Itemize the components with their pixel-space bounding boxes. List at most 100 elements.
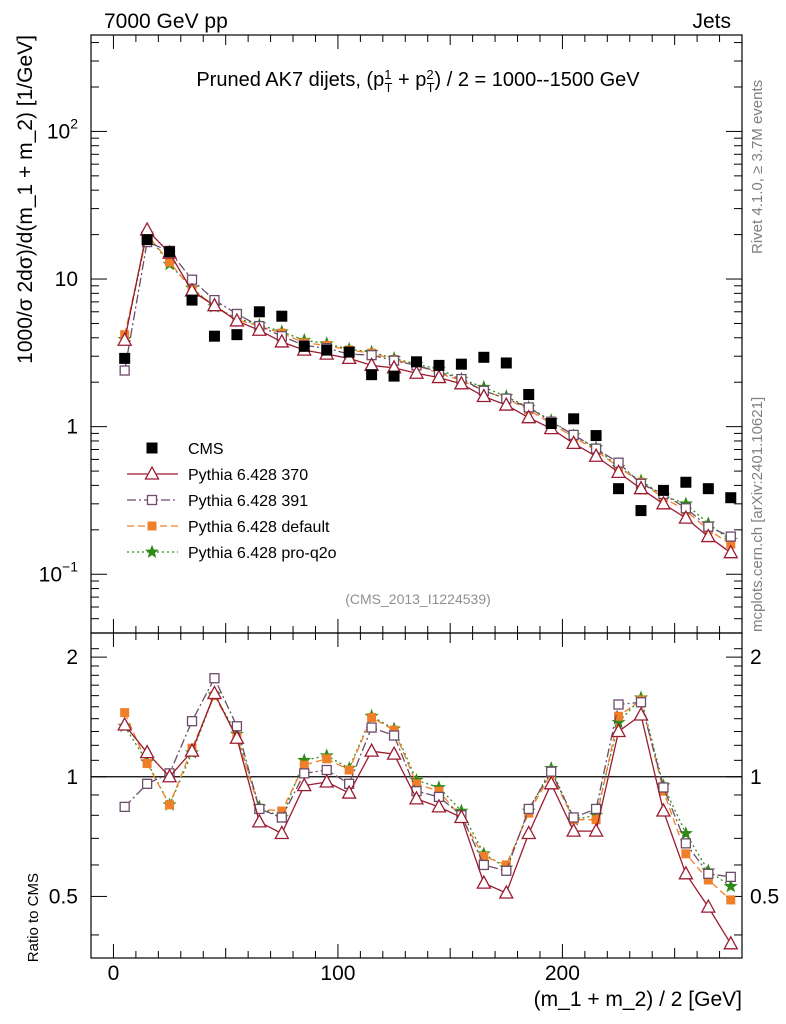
- cms-data-point: [613, 483, 625, 495]
- cms-data-point: [119, 352, 131, 364]
- data-point-1: [588, 447, 604, 462]
- data-point-1: [655, 495, 672, 510]
- rivet-version-label: Rivet 4.1.0, ≥ 3.7M events: [749, 80, 766, 254]
- data-point-3: [165, 257, 175, 267]
- ratio-point-1: [613, 699, 624, 710]
- data-point-1: [229, 312, 245, 327]
- cms-data-point: [590, 430, 602, 442]
- legend-label: Pythia 6.428 391: [188, 493, 308, 510]
- cms-data-point: [343, 346, 355, 358]
- ratio-line-3: [124, 693, 732, 887]
- data-point-1: [678, 509, 694, 524]
- mcplots-label: mcplots.cern.ch [arXiv:2401.10621]: [749, 397, 766, 632]
- cms-data-point: [208, 330, 220, 342]
- title-part-2: + p: [392, 69, 426, 91]
- cms-data-point: [411, 356, 422, 368]
- cms-data-point: [523, 389, 535, 401]
- ratio-point-0: [633, 706, 649, 721]
- y-tick-label: 10: [55, 268, 78, 291]
- ratio-point-2: [165, 800, 175, 810]
- ratio-point-0: [251, 813, 267, 828]
- cms-data-point: [478, 351, 490, 363]
- cms-data-point: [433, 359, 445, 371]
- ratio-point-0: [117, 716, 133, 731]
- title-sub-1: T: [384, 80, 392, 95]
- data-point-1: [431, 369, 447, 384]
- header-collision-label: 7000 GeV pp: [104, 10, 228, 33]
- ratio-point-0: [610, 723, 627, 738]
- cms-data-point: [231, 329, 243, 341]
- ratio-point-1: [680, 838, 692, 849]
- ratio-point-0: [700, 898, 716, 913]
- ratio-point-0: [723, 935, 739, 950]
- cms-data-point: [141, 234, 153, 246]
- cms-data-point: [388, 370, 400, 382]
- ratio-point-1: [546, 766, 557, 777]
- header-process-label: Jets: [692, 10, 731, 33]
- cms-data-point: [680, 476, 692, 488]
- title-sub-2: T: [427, 80, 435, 95]
- x-tick-label: 0: [108, 962, 120, 985]
- ratio-point-1: [209, 673, 220, 684]
- ratio-point-0: [206, 685, 223, 700]
- x-axis-label: (m_1 + m_2) / 2 [GeV]: [534, 988, 742, 1011]
- ratio-point-1: [388, 730, 400, 741]
- cms-data-point: [702, 483, 714, 495]
- ratio-point-0: [543, 775, 559, 790]
- y-tick-label: 1: [66, 416, 78, 439]
- x-tick-label: 200: [545, 962, 580, 985]
- ratio-tick-label: 1: [750, 766, 762, 789]
- ratio-point-2: [367, 712, 377, 722]
- ratio-point-1: [568, 812, 579, 823]
- data-point-1: [274, 333, 290, 348]
- cms-data-point: [366, 369, 378, 381]
- ratio-point-1: [725, 871, 736, 883]
- ratio-line-1: [124, 676, 731, 878]
- ratio-point-0: [566, 822, 582, 837]
- ratio-point-0: [453, 809, 469, 824]
- cms-data-point: [164, 246, 176, 258]
- ratio-tick-label: 1: [66, 766, 78, 789]
- ratio-point-2: [614, 711, 624, 721]
- ratio-point-0: [431, 798, 447, 813]
- cms-data-point: [276, 310, 288, 322]
- legend-marker: [146, 442, 158, 454]
- ratio-point-2: [412, 779, 421, 789]
- ratio-point-0: [521, 825, 537, 840]
- data-point-1: [206, 297, 223, 312]
- chart-title: Pruned AK7 dijets, (p1 T + p2 T) / 2 = 100…: [196, 67, 640, 95]
- ratio-point-2: [389, 725, 399, 735]
- ratio-point-1: [141, 778, 153, 789]
- ratio-tick-label: 0.5: [49, 885, 78, 908]
- ratio-point-0: [408, 790, 425, 805]
- data-point-1: [408, 364, 425, 379]
- ratio-point-0: [184, 742, 200, 757]
- legend-label: Pythia 6.428 pro-q2o: [188, 545, 337, 562]
- ratio-point-1: [658, 782, 669, 793]
- ratio-point-2: [703, 875, 713, 885]
- ratio-point-1: [276, 812, 287, 823]
- ratio-point-1: [478, 859, 489, 871]
- series-line-2: [124, 241, 732, 538]
- cms-data-point: [186, 294, 198, 306]
- legend-label: CMS: [188, 441, 224, 458]
- ratio-point-0: [296, 777, 312, 792]
- cms-data-point: [635, 505, 647, 517]
- ratio-tick-label: 2: [750, 646, 762, 669]
- ratio-point-2: [479, 852, 489, 862]
- ratio-point-0: [678, 865, 694, 880]
- data-point-2: [725, 531, 736, 542]
- data-point-1: [251, 321, 267, 336]
- data-point-1: [521, 409, 537, 424]
- ratio-point-1: [254, 803, 265, 815]
- ratio-tick-label: 0.5: [750, 885, 779, 908]
- cms-data-point: [298, 340, 310, 352]
- ratio-tick-label: 2: [66, 646, 78, 669]
- ratio-line-2: [124, 694, 732, 901]
- ratio-point-1: [119, 801, 130, 813]
- ratio-point-0: [364, 742, 380, 757]
- legend-label: Pythia 6.428 370: [188, 467, 308, 484]
- ratio-point-1: [366, 722, 377, 733]
- title-part-1: Pruned AK7 dijets, (p: [196, 69, 384, 91]
- y-tick-label: 102: [47, 115, 78, 143]
